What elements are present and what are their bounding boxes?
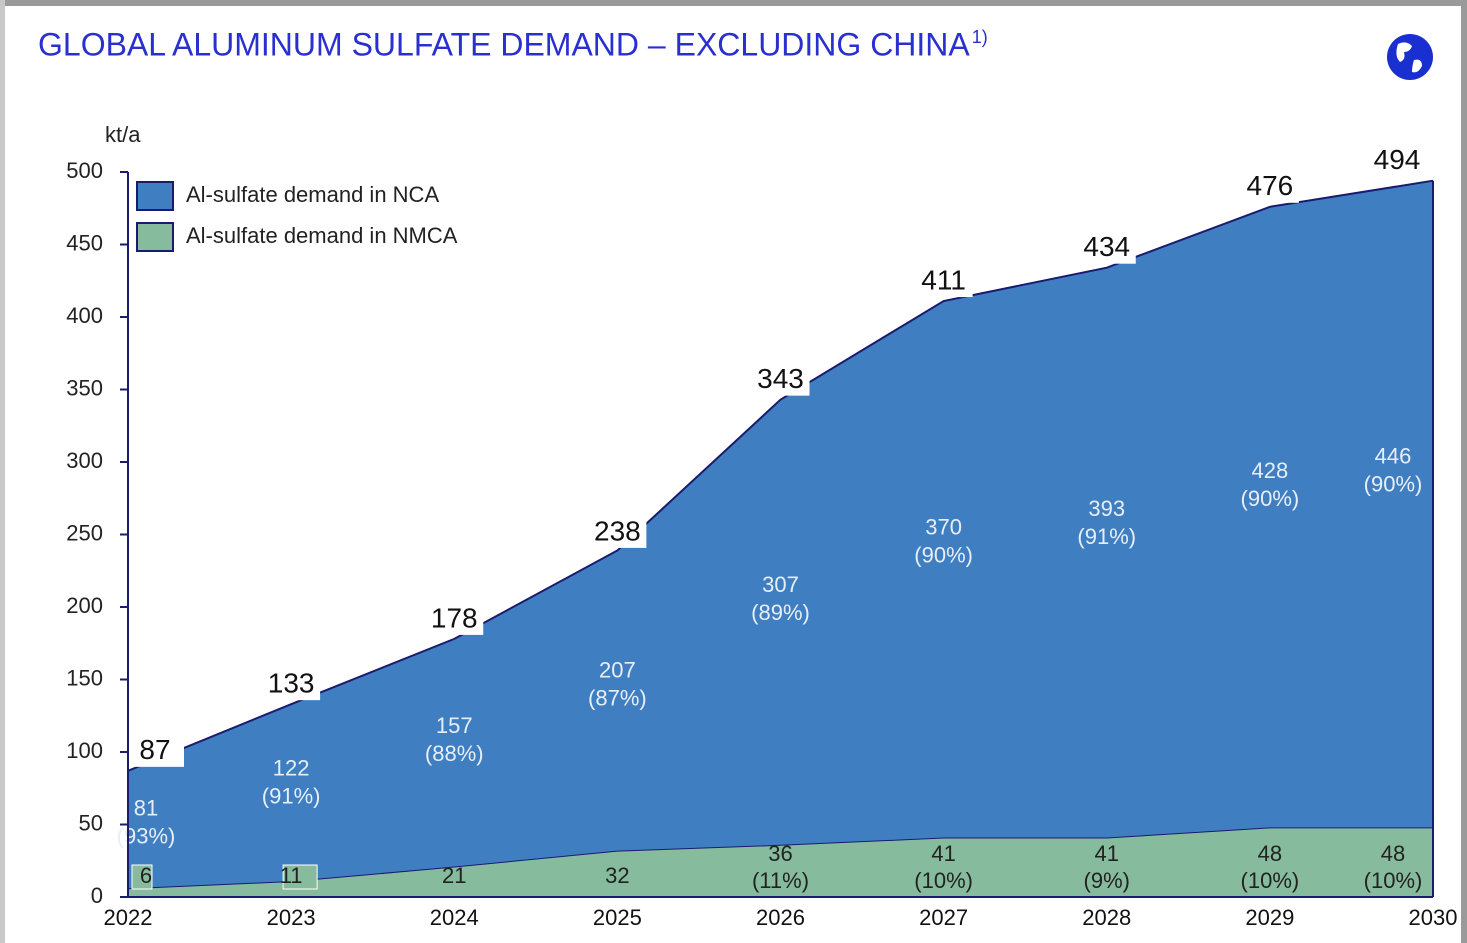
value-label: 393 (1088, 496, 1125, 521)
value-label: 41 (931, 841, 955, 866)
value-label: 6 (140, 863, 152, 888)
total-label-box (914, 265, 973, 298)
legend-label: Al-sulfate demand in NCA (186, 182, 439, 207)
share-label: (90%) (1241, 486, 1300, 511)
x-tick-label: 2024 (430, 905, 479, 930)
share-label: (93%) (117, 824, 176, 849)
value-label: 428 (1252, 458, 1289, 483)
value-label: 32 (605, 863, 629, 888)
share-label: (91%) (262, 784, 321, 809)
y-axis-label: kt/a (105, 122, 141, 147)
frame-top (0, 0, 1467, 6)
total-label: 476 (1247, 170, 1294, 201)
value-label: 122 (273, 756, 310, 781)
value-label: 307 (762, 572, 799, 597)
total-label-box (262, 668, 321, 701)
total-label-box (1368, 144, 1426, 177)
total-label: 494 (1374, 144, 1421, 175)
value-label: 48 (1258, 841, 1282, 866)
share-label: (10%) (914, 868, 973, 893)
globe-icon (1387, 34, 1433, 80)
y-tick-label: 200 (66, 593, 103, 618)
chart-title: GLOBAL ALUMINUM SULFATE DEMAND – EXCLUDI… (38, 26, 970, 62)
value-label: 21 (442, 863, 466, 888)
y-tick-label: 500 (66, 158, 103, 183)
share-label: (90%) (914, 542, 973, 567)
total-label: 87 (139, 734, 170, 765)
area-edge (127, 179, 1434, 772)
total-label-box (751, 363, 810, 396)
total-label: 133 (268, 668, 315, 699)
value-label-box (131, 864, 153, 890)
x-tick-label: 2025 (593, 905, 642, 930)
share-label: (91%) (1077, 524, 1136, 549)
share-label: (10%) (1364, 868, 1423, 893)
total-label-box (1240, 170, 1299, 203)
share-label: (90%) (1364, 472, 1423, 497)
value-label: 446 (1375, 444, 1412, 469)
y-tick-label: 350 (66, 375, 103, 400)
value-label: 41 (1095, 841, 1119, 866)
value-label: 207 (599, 657, 636, 682)
y-tick-label: 150 (66, 665, 103, 690)
total-label: 343 (757, 363, 804, 394)
y-tick-label: 300 (66, 448, 103, 473)
y-tick-label: 250 (66, 520, 103, 545)
value-label: 36 (768, 841, 792, 866)
share-label: (87%) (588, 685, 647, 710)
total-label: 238 (594, 515, 641, 546)
share-label: (89%) (751, 600, 810, 625)
share-label: (11%) (752, 868, 809, 893)
value-label: 370 (925, 514, 962, 539)
y-tick-label: 50 (79, 810, 103, 835)
x-tick-label: 2023 (267, 905, 316, 930)
legend-swatch (136, 222, 174, 252)
x-tick-label: 2029 (1245, 905, 1294, 930)
value-label-box (282, 864, 318, 890)
frame-right (1461, 0, 1467, 943)
total-label: 434 (1083, 231, 1130, 262)
value-label: 157 (436, 713, 473, 738)
area (128, 827, 1433, 897)
share-label: (88%) (425, 741, 484, 766)
x-tick-label: 2022 (104, 905, 153, 930)
legend-label: Al-sulfate demand in NMCA (186, 223, 458, 248)
frame-left (0, 0, 5, 943)
x-tick-label: 2028 (1082, 905, 1131, 930)
total-label: 411 (921, 264, 966, 295)
value-label: 11 (280, 863, 303, 888)
legend-swatch (136, 181, 174, 211)
y-tick-label: 0 (91, 883, 103, 908)
area (128, 180, 1433, 889)
value-label: 81 (134, 796, 158, 821)
x-tick-label: 2026 (756, 905, 805, 930)
title-note: 1) (972, 27, 988, 47)
x-tick-label: 2027 (919, 905, 968, 930)
total-label-box (126, 734, 184, 767)
y-tick-label: 400 (66, 303, 103, 328)
share-label: (10%) (1241, 868, 1300, 893)
total-label-box (588, 515, 647, 548)
share-label: (9%) (1084, 868, 1130, 893)
x-tick-label: 2030 (1409, 905, 1458, 930)
y-tick-label: 100 (66, 738, 103, 763)
total-label-box (1077, 231, 1136, 264)
total-label-box (425, 602, 484, 635)
value-label: 48 (1381, 841, 1405, 866)
y-tick-label: 450 (66, 230, 103, 255)
total-label: 178 (431, 602, 478, 633)
